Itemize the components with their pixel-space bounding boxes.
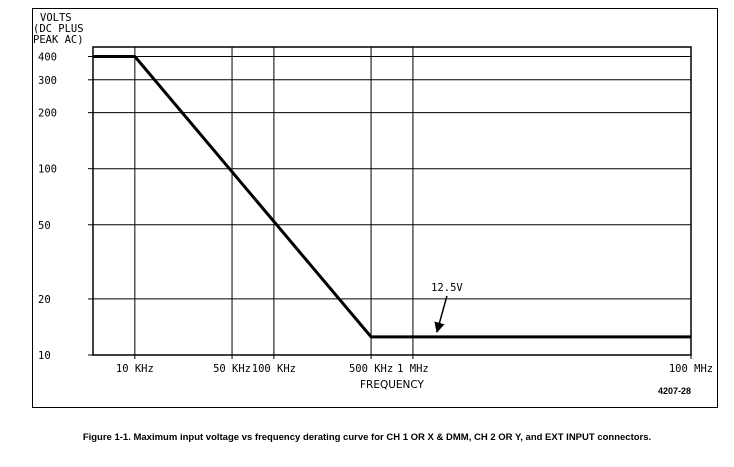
- y-tick-label: 20: [38, 294, 51, 306]
- y-tick-label: 200: [38, 108, 57, 120]
- y-axis-label-line-1: VOLTS: [40, 12, 72, 24]
- y-tick-label: 10: [38, 350, 51, 362]
- annotation-label: 12.5V: [431, 282, 463, 294]
- y-tick-label: 400: [38, 52, 57, 64]
- figure-caption: Figure 1-1. Maximum input voltage vs fre…: [82, 432, 652, 443]
- x-tick-label: 50 KHz: [213, 363, 251, 375]
- x-tick-label: 100 MHz: [669, 363, 713, 375]
- x-tick-label: 10 KHz: [116, 363, 154, 375]
- figure-frame: [32, 8, 718, 408]
- x-tick-label: 100 KHz: [252, 363, 296, 375]
- y-axis-label-line-3: PEAK AC): [33, 34, 84, 46]
- derating-curve: [93, 55, 691, 339]
- annotation-arrow: [434, 295, 448, 333]
- x-tick-label: 1 MHz: [397, 363, 429, 375]
- y-tick-label: 300: [38, 75, 57, 87]
- x-tick-label: 500 KHz: [349, 363, 393, 375]
- y-tick-label: 50: [38, 220, 51, 232]
- y-axis-label-line-2: (DC PLUS: [33, 23, 84, 35]
- plot-area: [92, 46, 692, 356]
- x-axis-label: FREQUENCY: [360, 379, 425, 391]
- figure-number: 4207-28: [658, 386, 692, 396]
- y-tick-label: 100: [38, 164, 57, 176]
